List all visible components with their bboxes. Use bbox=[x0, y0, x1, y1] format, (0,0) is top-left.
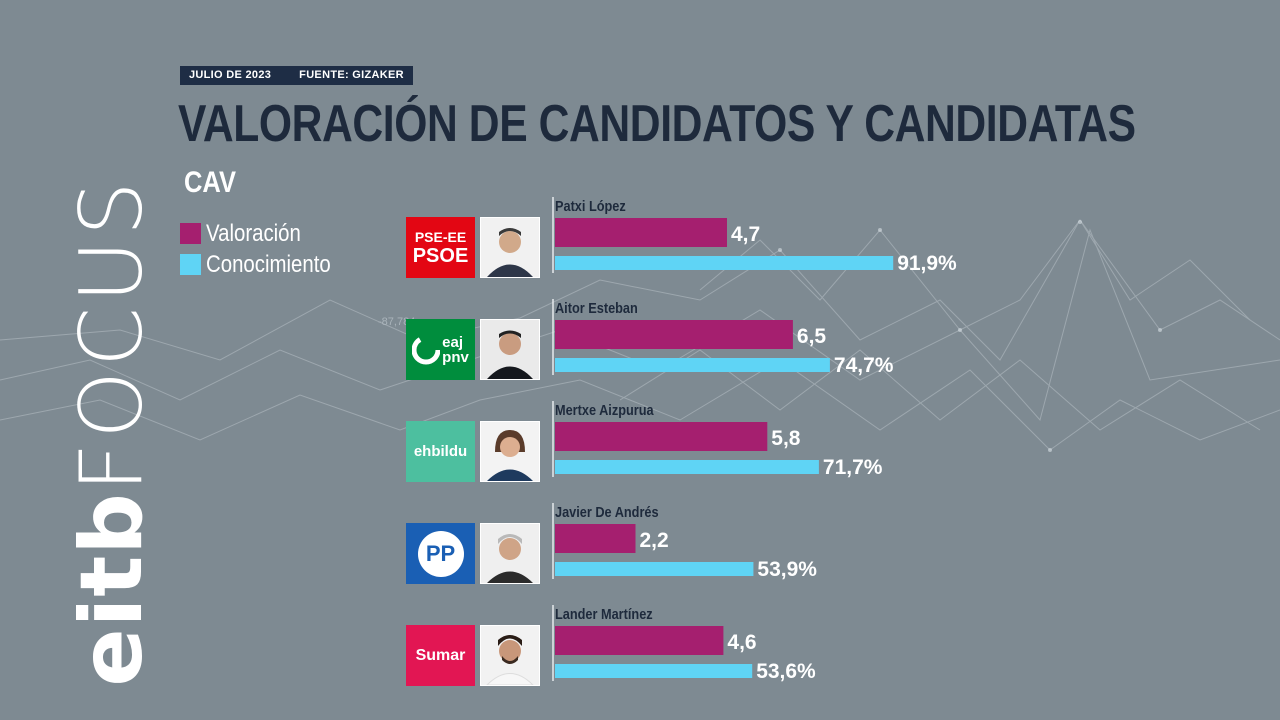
bar-conocimiento-mertxe-aizpurua bbox=[555, 460, 819, 474]
bar-valoracion-aitor-esteban bbox=[555, 320, 793, 349]
psoe-logo-line2: PSOE bbox=[412, 244, 469, 267]
survey-date: JULIO DE 2023 bbox=[189, 69, 272, 81]
meta-bar: JULIO DE 2023 FUENTE: GIZAKER bbox=[180, 66, 413, 85]
pp-logo-circle: PP bbox=[417, 530, 464, 577]
survey-source: FUENTE: GIZAKER bbox=[299, 69, 404, 81]
bar-conocimiento-lander-martinez bbox=[555, 664, 753, 678]
data-label-valoracion-mertxe-aizpurua: 5,8 bbox=[771, 427, 801, 450]
legend-label-valoracion: Valoración bbox=[206, 219, 301, 247]
legend-swatch-valoracion bbox=[180, 223, 201, 244]
candidate-name-lander-martinez: Lander Martínez bbox=[555, 605, 653, 622]
data-label-valoracion-javier-de-andres: 2,2 bbox=[640, 529, 669, 552]
bar-valoracion-javier-de-andres bbox=[555, 524, 636, 553]
candidate-name-mertxe-aizpurua: Mertxe Aizpurua bbox=[555, 401, 654, 418]
bar-valoracion-mertxe-aizpurua bbox=[555, 422, 768, 451]
data-label-conocimiento-mertxe-aizpurua: 71,7% bbox=[823, 456, 883, 479]
legend-item-conocimiento: Conocimiento bbox=[180, 249, 353, 280]
pp-logo-text: PP bbox=[425, 540, 456, 566]
candidate-photo-aitor-esteban bbox=[480, 319, 540, 380]
party-logo-pnv: eaj pnv bbox=[406, 319, 475, 380]
background-decor-number: -87,784 bbox=[378, 316, 415, 328]
pnv-symbol-icon bbox=[412, 335, 441, 364]
party-logo-ehbildu: ehbildu bbox=[406, 421, 475, 482]
bar-valoracion-patxi-lopez bbox=[555, 218, 727, 247]
chart-legend: Valoración Conocimiento bbox=[180, 218, 353, 280]
bar-conocimiento-patxi-lopez bbox=[555, 256, 894, 270]
legend-item-valoracion: Valoración bbox=[180, 218, 353, 249]
data-label-valoracion-lander-martinez: 4,6 bbox=[727, 631, 756, 654]
party-logo-pp: PP bbox=[406, 523, 475, 584]
candidate-name-javier-de-andres: Javier De Andrés bbox=[555, 503, 659, 520]
candidate-name-aitor-esteban: Aitor Esteban bbox=[555, 299, 638, 316]
candidate-photo-lander-martinez bbox=[480, 625, 540, 686]
candidate-photo-mertxe-aizpurua bbox=[480, 421, 540, 482]
data-label-valoracion-patxi-lopez: 4,7 bbox=[731, 223, 760, 246]
psoe-logo-line1: PSE-EE bbox=[414, 228, 467, 245]
pnv-logo-line1: eaj bbox=[442, 333, 464, 351]
candidate-photo-patxi-lopez bbox=[480, 217, 540, 278]
candidate-photo-javier-de-andres bbox=[480, 523, 540, 584]
pnv-logo-line2: pnv bbox=[442, 348, 469, 366]
legend-label-conocimiento: Conocimiento bbox=[206, 250, 331, 278]
bar-conocimiento-javier-de-andres bbox=[555, 562, 754, 576]
legend-swatch-conocimiento bbox=[180, 254, 201, 275]
ehbildu-logo-text: ehbildu bbox=[413, 443, 468, 460]
chart-title: VALORACIÓN DE CANDIDATOS Y CANDIDATAS bbox=[178, 95, 1136, 153]
data-label-conocimiento-aitor-esteban: 74,7% bbox=[834, 354, 894, 377]
bar-conocimiento-aitor-esteban bbox=[555, 358, 830, 372]
region-label: CAV bbox=[184, 166, 236, 199]
data-label-conocimiento-patxi-lopez: 91,9% bbox=[897, 252, 957, 275]
data-label-conocimiento-lander-martinez: 53,6% bbox=[756, 660, 816, 683]
bar-valoracion-lander-martinez bbox=[555, 626, 724, 655]
data-label-valoracion-aitor-esteban: 6,5 bbox=[797, 325, 827, 348]
party-logo-sumar: Sumar bbox=[406, 625, 475, 686]
candidate-name-patxi-lopez: Patxi López bbox=[555, 197, 626, 214]
party-logo-psoe: PSE-EE PSOE bbox=[406, 217, 475, 278]
sumar-logo-text: Sumar bbox=[415, 646, 466, 664]
data-label-conocimiento-javier-de-andres: 53,9% bbox=[757, 558, 817, 581]
